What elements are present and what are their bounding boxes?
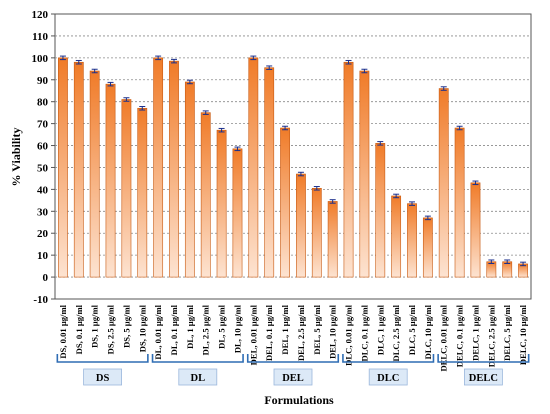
x-category-label: DEL, 0.1 µg/ml <box>264 304 274 361</box>
group-label-box <box>463 368 503 386</box>
x-category-label: DELC, 1 µg/ml <box>470 304 480 360</box>
x-category-label: DLC, 0.01 µg/ml <box>344 304 354 365</box>
bar <box>264 67 275 278</box>
group-brackets: DS DL DEL DLC DELC <box>56 354 530 386</box>
bar <box>438 88 449 278</box>
bar <box>296 173 306 278</box>
y-tick-label: 10 <box>37 250 49 262</box>
group-bracket <box>151 354 244 363</box>
x-category-label: DLC, 2.5 µg/ml <box>391 304 401 361</box>
x-category-label: DS, 5 µg/ml <box>121 304 131 348</box>
x-category-label: DS, 2.5 µg/ml <box>106 304 116 354</box>
category-labels: DS, 0.01 µg/ml DS, 0.1 µg/ml DS, 1 µg/ml DS… <box>58 304 528 371</box>
group-label-box <box>368 368 408 386</box>
x-category-label: DEL, 2.5 µg/ml <box>296 304 306 361</box>
y-tick-label: 120 <box>32 9 49 21</box>
bar <box>470 182 481 278</box>
x-category-label: DL, 10 µg/ml <box>232 304 242 353</box>
group-label: DELC <box>469 373 498 384</box>
group-label: DEL <box>282 373 304 384</box>
bar <box>89 70 100 278</box>
group-bracket <box>437 354 530 363</box>
x-category-label: DS, 0.1 µg/ml <box>74 304 84 354</box>
group-bracket <box>56 354 149 363</box>
bar <box>137 107 148 278</box>
y-tick-label: 70 <box>37 119 49 131</box>
x-category-label: DS, 0.01 µg/ml <box>58 304 68 358</box>
bar <box>105 83 116 278</box>
bar <box>502 261 513 278</box>
y-tick-label: 100 <box>32 53 49 65</box>
y-tick-label: 80 <box>37 97 49 109</box>
y-tick-label: 20 <box>37 228 49 240</box>
x-category-label: DS, 1 µg/ml <box>90 304 100 348</box>
y-tick-label: 30 <box>37 206 49 218</box>
bar <box>58 57 68 278</box>
y-tick-label: 90 <box>37 75 49 87</box>
bar <box>169 60 179 278</box>
y-tick-label: 60 <box>37 141 49 153</box>
x-category-label: DLC, 0.1 µg/ml <box>359 304 369 361</box>
x-category-label: DELC, 10 µg/ml <box>518 304 528 365</box>
x-category-label: DEL, 1 µg/ml <box>280 304 290 354</box>
bar <box>280 127 290 278</box>
group-label: DS <box>96 373 110 384</box>
y-axis-title: % Viability <box>9 127 23 186</box>
bar <box>422 217 433 278</box>
bar <box>153 57 164 278</box>
x-category-label: DEL, 10 µg/ml <box>328 304 338 359</box>
plot-frame <box>54 13 532 300</box>
group-bracket <box>246 354 340 363</box>
bar <box>327 201 338 278</box>
x-category-label: DEL, 0.01 µg/ml <box>248 304 258 365</box>
grid-layer <box>55 35 531 278</box>
y-tick-labels: -10 0 10 20 30 40 50 60 70 80 90 100 110 120 <box>32 9 55 306</box>
group-label-box <box>273 368 313 386</box>
x-category-label: DL, 5 µg/ml <box>217 304 227 348</box>
x-category-label: DELC, 2.5 µg/ml <box>486 304 496 367</box>
bar <box>454 127 465 278</box>
group-label: DLC <box>377 373 399 384</box>
bar <box>359 70 370 278</box>
x-category-label: DL, 2.5 µg/ml <box>201 304 211 355</box>
x-axis-title: Formulations <box>264 393 334 407</box>
x-category-label: DEL, 5 µg/ml <box>312 304 322 354</box>
x-category-label: DLC, 1 µg/ml <box>375 304 385 355</box>
y-tick-label: 40 <box>37 184 49 196</box>
y-tick-label: 0 <box>43 272 49 284</box>
bar <box>375 143 386 278</box>
x-category-label: DLC, 10 µg/ml <box>423 304 433 359</box>
bar <box>343 61 354 278</box>
bar <box>216 129 227 278</box>
bars <box>58 57 528 278</box>
bar <box>121 99 132 278</box>
x-category-label: DELC, 0.01 µg/ml <box>439 304 449 371</box>
x-category-label: DELC, 5 µg/ml <box>502 304 512 360</box>
bar <box>311 187 322 278</box>
x-category-label: DELC, 0.1 µg/ml <box>455 304 465 367</box>
x-category-label: DS, 10 µg/ml <box>137 304 147 352</box>
y-tick-label: -10 <box>33 294 48 306</box>
bar <box>73 61 84 278</box>
group-label: DL <box>191 373 206 384</box>
bar <box>232 148 243 278</box>
bar <box>407 203 417 278</box>
group-label-box <box>83 368 122 386</box>
x-category-label: DL, 0.01 µg/ml <box>153 304 163 359</box>
y-tick-label: 110 <box>32 31 48 43</box>
bar <box>248 57 259 278</box>
bar <box>486 261 497 278</box>
group-label-box <box>178 368 218 386</box>
x-category-label: DL, 0.1 µg/ml <box>169 304 179 355</box>
group-bracket <box>342 354 435 363</box>
x-category-label: DLC, 5 µg/ml <box>407 304 417 355</box>
bar <box>200 112 211 278</box>
error-bars <box>59 55 527 267</box>
y-tick-label: 50 <box>37 162 49 174</box>
bar <box>184 81 195 278</box>
bar <box>391 195 402 278</box>
x-category-label: DL, 1 µg/ml <box>185 304 195 348</box>
